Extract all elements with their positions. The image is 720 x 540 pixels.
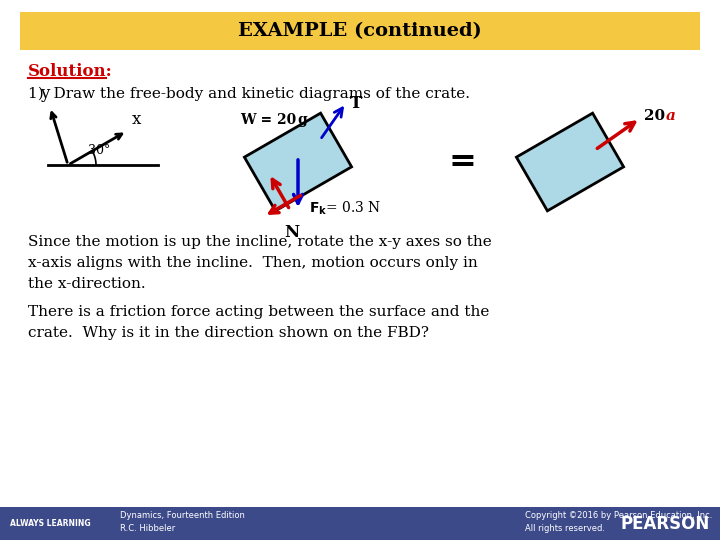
Text: Copyright ©2016 by Pearson Education, Inc.
All rights reserved.: Copyright ©2016 by Pearson Education, In…	[525, 511, 712, 533]
Text: Since the motion is up the incline, rotate the x-y axes so the
x-axis aligns wit: Since the motion is up the incline, rota…	[28, 235, 492, 291]
FancyBboxPatch shape	[20, 12, 700, 50]
Text: 30°: 30°	[88, 144, 110, 157]
Polygon shape	[244, 113, 351, 211]
Text: a: a	[666, 110, 676, 124]
Text: $\mathbf{F_k}$= 0.3 N: $\mathbf{F_k}$= 0.3 N	[309, 200, 382, 218]
Polygon shape	[516, 113, 624, 211]
Text: T: T	[350, 94, 362, 112]
Text: 20: 20	[644, 110, 670, 124]
Text: Solution:: Solution:	[28, 64, 113, 80]
Text: ALWAYS LEARNING: ALWAYS LEARNING	[10, 519, 91, 529]
Text: g: g	[297, 113, 307, 127]
Text: Dynamics, Fourteenth Edition
R.C. Hibbeler: Dynamics, Fourteenth Edition R.C. Hibbel…	[120, 511, 245, 533]
Text: W = 20: W = 20	[240, 113, 301, 127]
Text: =: =	[448, 145, 476, 179]
FancyBboxPatch shape	[0, 507, 720, 540]
Text: There is a friction force acting between the surface and the
crate.  Why is it i: There is a friction force acting between…	[28, 305, 490, 340]
Text: PEARSON: PEARSON	[621, 515, 710, 533]
Text: N: N	[284, 224, 300, 241]
Text: y: y	[40, 85, 50, 102]
Text: x: x	[132, 111, 141, 128]
Text: 1)  Draw the free-body and kinetic diagrams of the crate.: 1) Draw the free-body and kinetic diagra…	[28, 87, 470, 101]
Text: EXAMPLE (continued): EXAMPLE (continued)	[238, 22, 482, 40]
